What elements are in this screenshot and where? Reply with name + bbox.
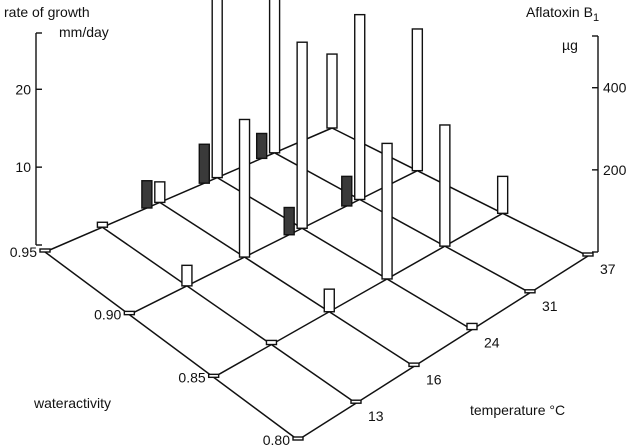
left-y-tick-label-10: 10 (15, 159, 31, 175)
aflatoxin-bar-aw0.95-t13 (96, 221, 109, 228)
aflatoxin-bar-aw0.85-t31 (439, 124, 451, 247)
right-y-tick-label-400: 400 (603, 80, 627, 96)
left-axis-label-line2: mm/day (59, 24, 109, 40)
left-axis-label-line1: rate of growth (4, 4, 90, 20)
growth-bar-aw0.90-t24 (283, 206, 295, 236)
left-y-tick-label-20: 20 (15, 81, 31, 97)
right-axis-label-line1: Aflatoxin B1 (526, 4, 599, 24)
grid-line-aw-0.80 (297, 255, 589, 441)
axis-ticks: 10 20 200 400 (15, 80, 626, 178)
grid-line-temp-24 (216, 176, 473, 331)
grid-line-temp-37 (331, 127, 589, 257)
floor-grid (44, 127, 589, 441)
aflatoxin-bar-aw0.95-t31 (268, 0, 281, 154)
grid-line-aw-0.85 (213, 212, 504, 378)
aflatoxin-bar-aw0.80-t24 (466, 322, 478, 331)
aflatoxin-bar-aw0.95-t10 (39, 248, 51, 253)
grid-line-temp-10 (44, 251, 299, 441)
vertical-axes (35, 32, 599, 253)
aw-tick-label-0.90: 0.90 (94, 307, 121, 323)
aflatoxin-bar-aw0.85-t13 (265, 339, 278, 346)
grid-line-temp-16 (159, 201, 415, 368)
aflatoxin-bar-aw0.80-t13 (350, 399, 362, 404)
aw-tick-label-0.85: 0.85 (178, 369, 205, 385)
right-axis-label-subscript: 1 (593, 12, 599, 24)
aflatoxin-bar-aw0.90-t31 (354, 13, 366, 201)
growth-bar-aw0.95-t24 (198, 143, 210, 184)
aflatoxin-bar-aw0.85-t24 (381, 142, 393, 280)
aflatoxin-bar-aw0.80-t10 (292, 436, 304, 441)
growth-bar-aw0.95-t31 (255, 132, 268, 160)
aflatoxin-bar-aw0.80-t16 (408, 362, 420, 368)
grid-line-aw-0.90 (128, 169, 418, 316)
aflatoxin-bar-aw0.85-t10 (207, 373, 220, 379)
x-axis-label: wateractivity (33, 395, 111, 411)
z-axis-label: temperature °C (470, 402, 565, 418)
grid-line-temp-31 (274, 152, 531, 294)
aflatoxin-bar-aw0.90-t37 (411, 28, 424, 172)
temp-tick-label-24: 24 (484, 335, 500, 351)
temp-tick-label-31: 31 (542, 298, 558, 314)
aflatoxin-bar-aw0.80-t31 (524, 289, 536, 294)
aflatoxin-bar-aw0.90-t16 (238, 118, 251, 258)
grid-line-aw-0.95 (44, 127, 333, 253)
aw-tick-label-0.80: 0.80 (263, 432, 290, 446)
grid-line-temp-13 (101, 226, 357, 404)
temp-tick-label-37: 37 (600, 261, 616, 277)
aflatoxin-bar-aw0.95-t37 (326, 53, 338, 129)
aflatoxin-bar-aw0.90-t13 (181, 264, 193, 287)
aflatoxin-bar-aw0.95-t16 (154, 181, 166, 204)
temp-tick-label-13: 13 (368, 408, 384, 424)
right-axis-label-main: Aflatoxin B (526, 4, 593, 20)
aw-tick-label-0.95: 0.95 (10, 244, 37, 260)
aflatoxin-bar-aw0.80-t37 (582, 252, 594, 257)
axis-labels: rate of growth mm/day Aflatoxin B1 µg wa… (4, 4, 616, 446)
right-axis-label-line2: µg (562, 37, 578, 53)
aflatoxin-bar-aw0.90-t10 (123, 310, 136, 316)
aflatoxin-bar-aw0.95-t24 (211, 0, 223, 179)
aflatoxin-bar-aw0.85-t37 (496, 175, 509, 215)
aflatoxin-bar-aw0.85-t16 (323, 288, 335, 313)
aflatoxin-bar-aw0.90-t24 (296, 41, 308, 229)
temp-tick-label-16: 16 (426, 371, 442, 387)
growth-bar-aw0.90-t31 (341, 175, 353, 207)
growth-bar-aw0.95-t16 (141, 180, 153, 209)
bars (39, 0, 594, 441)
right-y-tick-label-200: 200 (603, 162, 627, 178)
